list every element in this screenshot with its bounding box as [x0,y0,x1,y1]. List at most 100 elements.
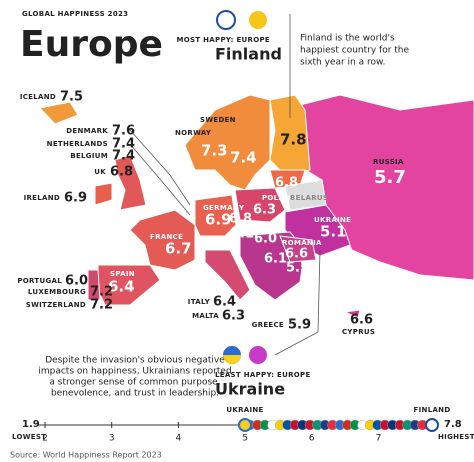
happy-face [249,11,267,29]
scale-tick-label: 6 [309,434,315,444]
leader-lines [129,14,321,356]
country-score: 6.7 [165,240,192,258]
sad-face [249,346,267,364]
scale-min: 1.9 [22,419,40,430]
country-score: 7.4 [230,149,257,167]
romania [279,235,317,263]
country-name: RUSSIA [373,158,404,166]
country-score: 7.1 [231,227,254,242]
country-name: GREECE [252,321,284,329]
source: Source: World Happiness Report 2023 [10,451,162,460]
scale-max: 7.8 [444,419,462,430]
finland-flag [216,10,236,30]
note-line: benevolence, and trust in leadership. [51,389,219,399]
country-labels: ICELAND 7.5 DENMARK 7.6 NETHERLANDS 7.4 … [17,90,406,337]
scale-tick-label: 5 [242,434,248,444]
note-line: impacts on happiness, Ukrainians reporte… [38,367,231,377]
kicker: GLOBAL HAPPINESS 2023 [22,10,128,18]
country-score: 7.8 [280,131,307,149]
most-happy-note: sixth year in a row. [300,58,385,68]
country-name: POLAND [262,194,296,202]
scale-tick-label: 7 [376,434,382,444]
country-score: 5.1 [320,223,347,241]
country-score: 6.9 [205,211,232,229]
germany [194,194,237,237]
country-name: NORWAY [175,129,212,137]
most-happy-label: MOST HAPPY: EUROPE [176,36,270,44]
country-name: MALTA [192,312,219,320]
uk [114,154,147,211]
country-score: 6.8 [229,212,252,227]
country-score: 7.5 [60,90,83,105]
country-score: 6.4 [108,278,135,296]
portugal [87,269,101,301]
flag-dot [238,418,252,432]
country-name: BELARUS [290,194,328,202]
scale-tick-label: 2 [42,434,48,444]
country-score: 7.4 [112,149,135,164]
country-name: IRELAND [24,194,60,202]
country-score: 6.6 [285,247,308,262]
poland [234,187,286,223]
note-line: a stronger sense of common purpose, [49,378,220,388]
scale-tick-label: 3 [109,434,115,444]
country-score: 6.6 [350,313,373,328]
country-score: 6.0 [65,274,88,289]
scale-marker: UKRAINE [226,406,263,414]
happiness-scale: 1.9 LOWEST 7.8 HIGHEST UKRAINE FINLAND 2… [12,406,474,444]
leader-line [129,129,191,206]
iceland [39,101,79,125]
country-score: 6.9 [64,191,87,206]
title: Europe [20,24,163,65]
ireland [94,182,113,206]
country-name: GERMANY [203,204,245,212]
country-name: UK [94,168,106,176]
scale-tick-label: 4 [176,434,182,444]
least-happy-note: Despite the invasion's obvious negative … [38,356,231,399]
country-score: 7.2 [90,285,113,300]
country-name: SWEDEN [200,116,236,124]
country-name: SWITZERLAND [26,301,86,309]
country-name: BELGIUM [70,152,108,160]
country-score: 6.0 [254,232,277,247]
most-happy-note: Finland is the world's [300,34,395,44]
most-happy-country: Finland [215,45,282,64]
map [39,94,474,319]
country-score: 6.4 [213,295,236,310]
country-score: 5.5 [286,261,309,276]
country-name: DENMARK [66,127,108,135]
country-score: 5.7 [374,167,406,188]
country-name: SPAIN [110,270,135,278]
country-name: UKRAINE [314,216,351,224]
country-name: PORTUGAL [17,277,62,285]
country-name: LUXEMBOURG [28,288,86,296]
country-score: 5.9 [288,318,311,333]
country-name: ITALY [188,298,211,306]
country-score: 6.8 [275,176,298,191]
country-score: 6.1 [264,252,287,267]
least-happy-label: LEAST HAPPY: EUROPE [215,371,311,379]
cyprus [343,309,361,319]
country-score: 7.2 [90,298,113,313]
country-score: 6.3 [253,203,276,218]
france [129,209,196,271]
russia [299,94,474,281]
country-score: 6.8 [110,165,133,180]
scale-max-label: HIGHEST [438,433,474,441]
leader-line [274,249,321,356]
scale-min-label: LOWEST [12,433,46,441]
country-name: ICELAND [20,93,56,101]
scandinavia [184,94,271,191]
most-happy-note: happiest country for the [300,46,410,56]
country-score: 6.3 [222,309,245,324]
country-score: 7.3 [201,142,228,160]
country-name: FRANCE [150,233,183,241]
country-score: 7.4 [112,137,135,152]
note-line: Despite the invasion's obvious negative [45,356,225,366]
country-name: CYPRUS [342,328,375,336]
scale-marker: FINLAND [414,406,451,414]
least-happy-country: Ukraine [215,380,285,399]
country-name: NETHERLANDS [47,140,108,148]
ukraine-flag-lower [223,355,241,364]
